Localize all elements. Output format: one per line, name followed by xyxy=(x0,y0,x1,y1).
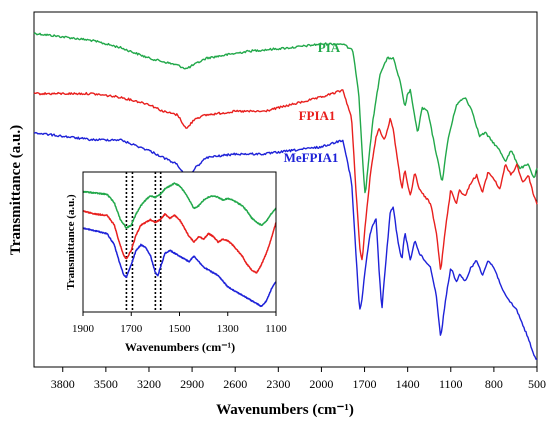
inset-x-axis: 1900 1700 1500 1300 1100 xyxy=(72,312,287,335)
x-tick-label: 3200 xyxy=(137,377,161,391)
series-line-pia xyxy=(33,32,538,194)
x-axis-title: Wavenumbers (cm⁻¹) xyxy=(216,402,354,418)
inset-markers xyxy=(125,172,162,312)
x-tick-label: 2900 xyxy=(180,377,204,391)
main-plot-frame xyxy=(33,11,538,368)
main-series-group xyxy=(33,32,538,361)
inset-background xyxy=(83,172,276,312)
series-label-fpia1: FPIA1 xyxy=(299,108,336,123)
inset-x-tick-label: 1500 xyxy=(169,323,192,335)
main-series-labels: PIA FPIA1 MeFPIA1 xyxy=(284,40,341,165)
x-tick-label: 2300 xyxy=(266,377,290,391)
x-tick-label: 3800 xyxy=(51,377,75,391)
x-tick-label: 2600 xyxy=(223,377,247,391)
x-tick-label: 2000 xyxy=(309,377,333,391)
series-label-pia: PIA xyxy=(318,40,341,55)
series-line-mefpia1 xyxy=(33,131,538,361)
inset-x-axis-title: Wavenumbers (cm⁻¹) xyxy=(125,340,235,354)
x-tick-label: 1400 xyxy=(396,377,420,391)
x-tick-label: 800 xyxy=(485,377,503,391)
series-label-mefpia1: MeFPIA1 xyxy=(284,150,339,165)
inset-x-tick-label: 1300 xyxy=(217,323,240,335)
inset-x-tick-label: 1900 xyxy=(72,323,95,335)
y-axis-title: Transmittance (a.u.) xyxy=(8,125,24,255)
series-line-fpia1 xyxy=(33,89,538,270)
x-tick-label: 1700 xyxy=(353,377,377,391)
inset-x-tick-label: 1100 xyxy=(265,323,287,335)
inset-series-line-mefpia1 xyxy=(82,227,277,308)
x-tick-label: 500 xyxy=(528,377,546,391)
inset-series-line-fpia1 xyxy=(82,210,277,274)
inset-series-group xyxy=(82,182,277,308)
main-x-axis: 3800 3500 3200 2900 2600 2300 2000 1700 1400 1100… xyxy=(51,367,546,391)
x-tick-label: 1100 xyxy=(439,377,463,391)
x-tick-label: 3500 xyxy=(94,377,118,391)
inset-series-line-pia xyxy=(82,182,277,229)
inset-x-tick-label: 1700 xyxy=(120,323,143,335)
inset-y-axis-title: Transmittance (a.u.) xyxy=(65,194,77,290)
